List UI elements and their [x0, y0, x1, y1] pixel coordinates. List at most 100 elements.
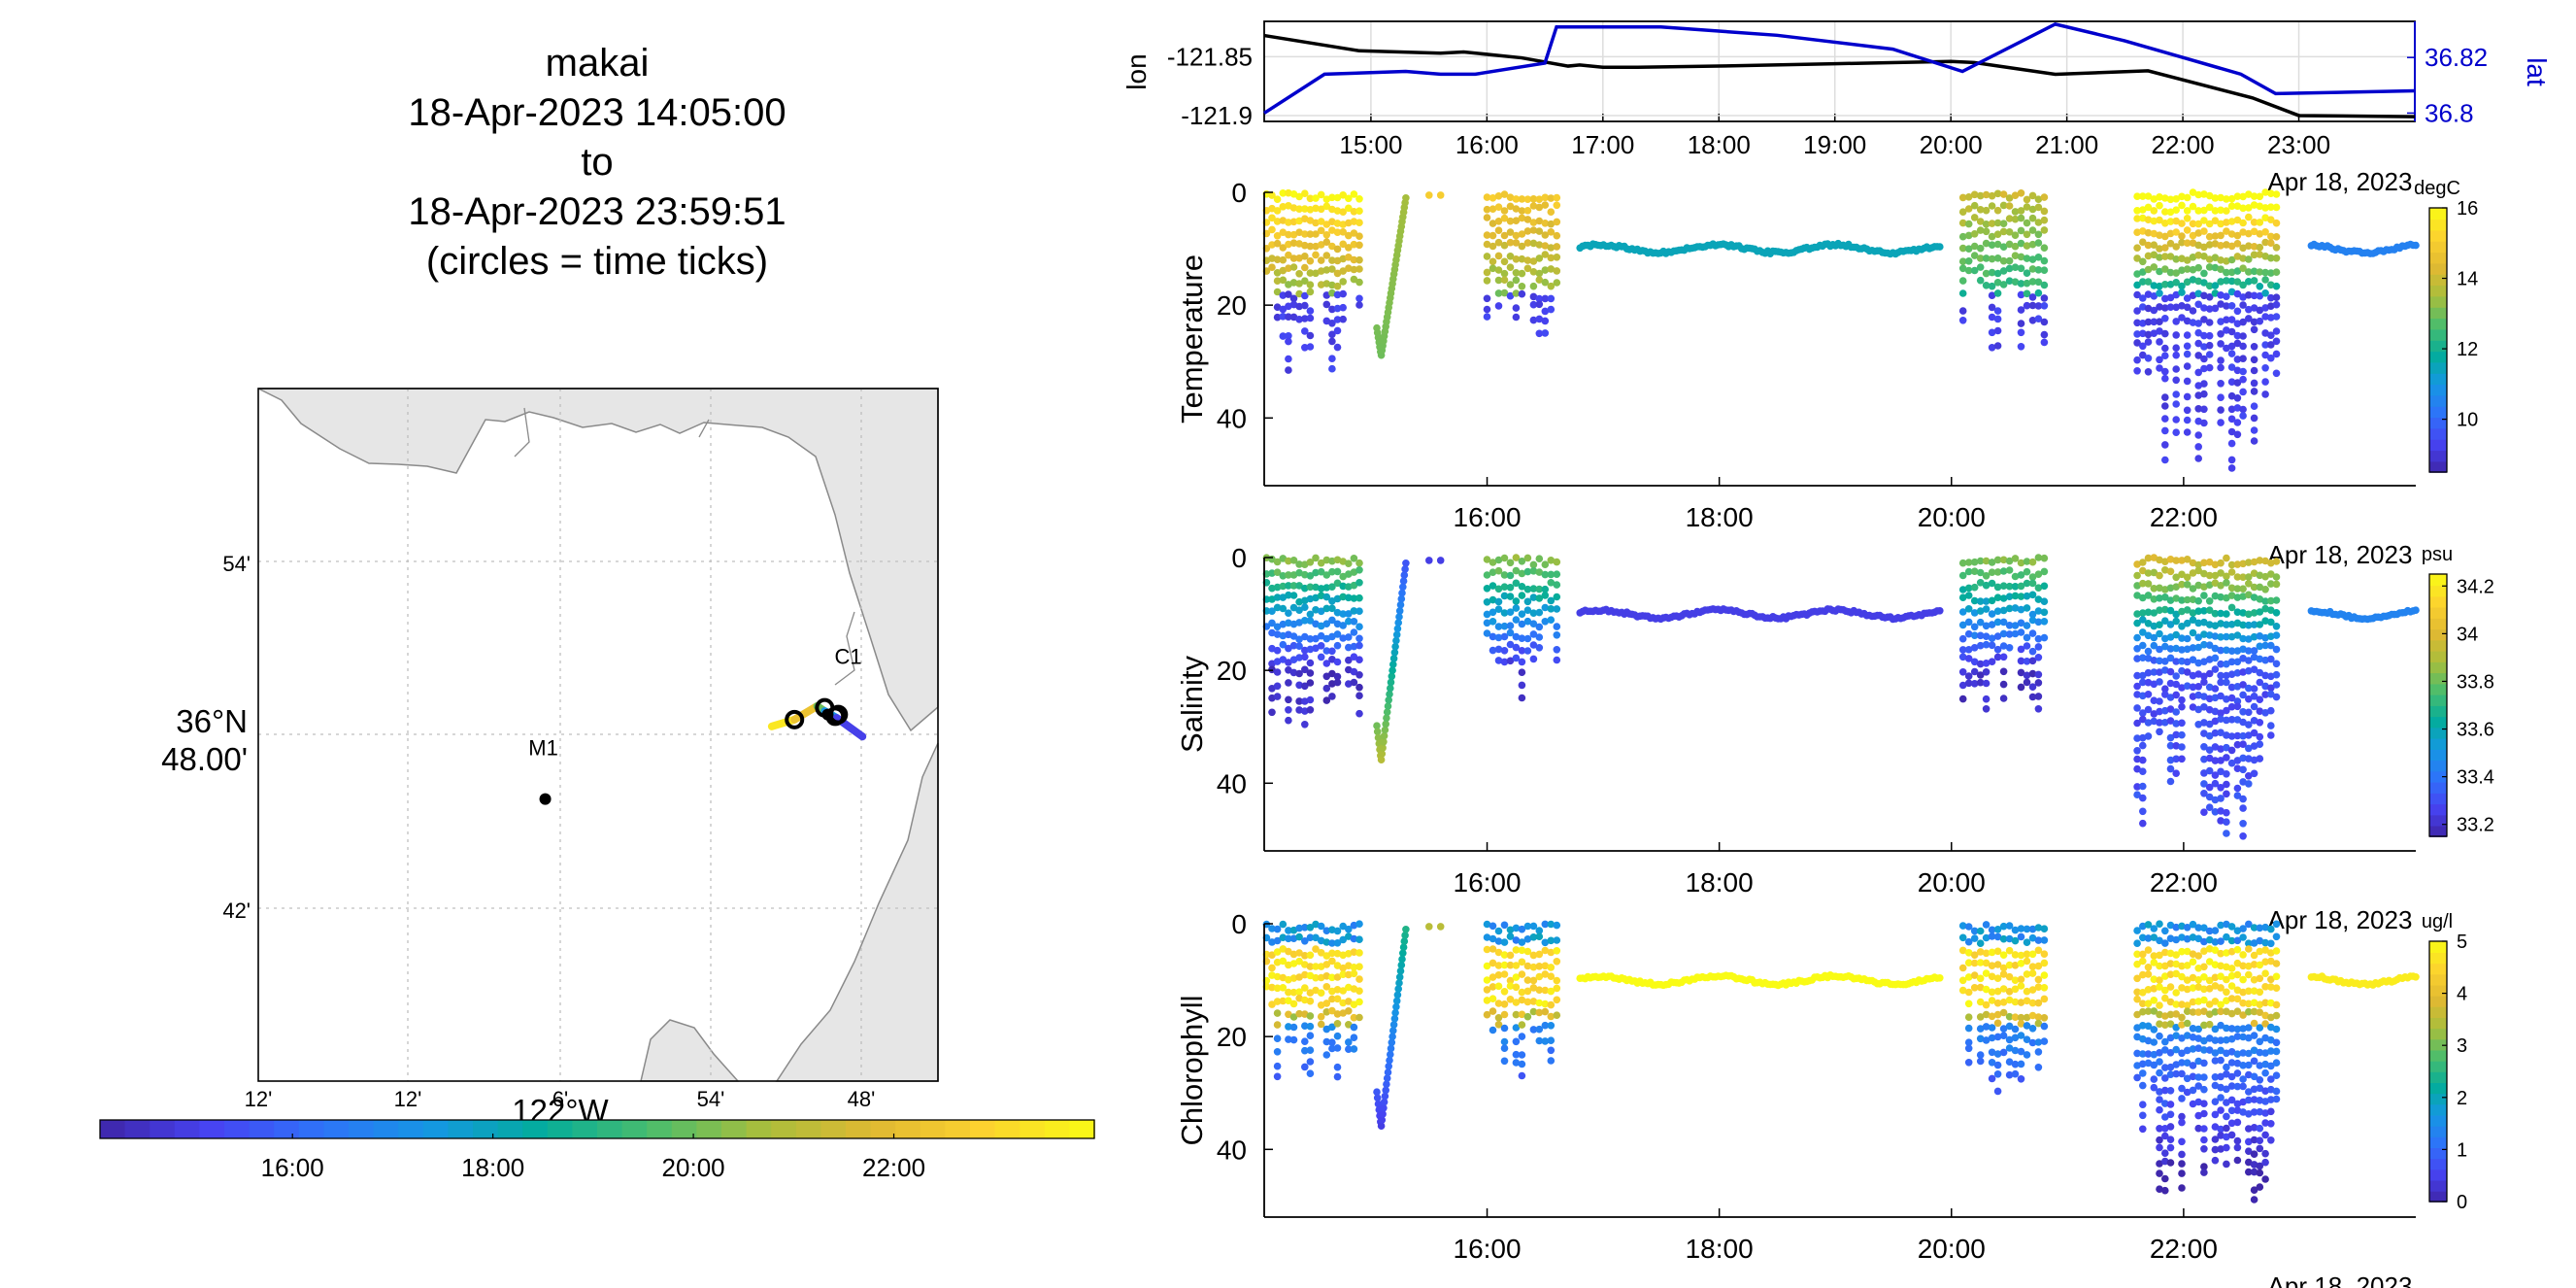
salinity-point [1350, 594, 1358, 602]
chlorophyll-point [1506, 961, 1515, 969]
salinity-point [1547, 557, 1556, 564]
chlorophyll-point [2183, 924, 2191, 932]
chlorophyll-point [2161, 948, 2169, 957]
chlorophyll-point [2217, 1083, 2225, 1092]
salinity-point [2034, 607, 2043, 615]
temperature-point [2183, 215, 2191, 222]
temperature-point [1301, 241, 1309, 250]
chlorophyll-point [2217, 949, 2225, 958]
salinity-point [1273, 646, 1282, 655]
temperature-point [1339, 315, 1347, 323]
chlorophyll-point [1355, 963, 1363, 970]
salinity-point [2178, 755, 2186, 763]
temperature-point [1489, 257, 1497, 266]
chlorophyll-point [2217, 1132, 2225, 1139]
chlorophyll-point [1328, 973, 1336, 982]
temperature-point [2172, 344, 2180, 353]
chlorophyll-point [2211, 1156, 2220, 1165]
chlorophyll-point [1268, 964, 1276, 972]
salinity-point [2017, 605, 2025, 614]
chlorophyll-point [2223, 997, 2230, 1004]
salinity-point [2172, 630, 2180, 639]
salinity-point [2040, 582, 2049, 591]
chlorophyll-point [1547, 1046, 1556, 1055]
temperature-point [2205, 331, 2214, 340]
chlorophyll-point [2261, 999, 2269, 1007]
temperature-point [2133, 207, 2141, 215]
chlorophyll-point [2040, 1037, 2049, 1045]
chlorophyll-point [1345, 1007, 1353, 1015]
map-lon-label-3: 48' [848, 1087, 876, 1111]
salinity-point [2005, 557, 2014, 565]
temperature-point [1993, 219, 2002, 227]
salinity-point [1494, 645, 1503, 654]
chlorophyll-point [2150, 1007, 2158, 1015]
chlorophyll-point [1494, 1021, 1503, 1029]
temperature-point [1339, 303, 1347, 312]
temperature-colorbar-step [2429, 285, 2447, 297]
salinity-point [2227, 647, 2236, 655]
salinity-point [2189, 628, 2197, 637]
salinity-point [1529, 593, 1538, 601]
temperature-point [1268, 263, 1276, 272]
salinity-point [2034, 693, 2043, 700]
chlorophyll-point [2267, 925, 2275, 933]
salinity-point [1384, 702, 1392, 710]
temperature-point [1964, 205, 1973, 213]
chlorophyll-point [1553, 976, 1561, 985]
chlorophyll-point [2178, 962, 2186, 970]
salinity-point [2139, 756, 2147, 764]
temperature-point [1328, 265, 1336, 273]
chlorophyll-point [2161, 1037, 2169, 1046]
temperature-point [1999, 227, 2008, 236]
salinity-point [2040, 554, 2049, 562]
chlorophyll-point [1395, 979, 1403, 987]
temperature-point [2011, 231, 2020, 239]
temperature-xtick-label-3: 22:00 [2150, 502, 2218, 532]
salinity-point [2233, 716, 2242, 724]
chlorophyll-point [2245, 920, 2253, 929]
salinity-point [2250, 717, 2258, 725]
chlorophyll-point [1306, 963, 1315, 970]
chlorophyll-point [1436, 923, 1445, 931]
chlorophyll-point [1982, 985, 1991, 994]
chlorophyll-point [1518, 925, 1526, 933]
salinity-point [2172, 658, 2180, 665]
temperature-point [1295, 316, 1303, 323]
salinity-point [2211, 743, 2220, 751]
salinity-point [1494, 657, 1503, 664]
map-colorbar-step [497, 1120, 523, 1138]
temperature-point [1339, 267, 1347, 275]
temperature-point [2227, 456, 2236, 464]
chlorophyll-point [1970, 927, 1979, 935]
salinity-point [1535, 623, 1544, 631]
salinity-point [2133, 791, 2141, 798]
temperature-point [2261, 228, 2269, 236]
map-track-segment [790, 701, 821, 724]
salinity-point [1317, 653, 1325, 661]
chlorophyll-point [1982, 921, 1991, 929]
chlorophyll-point [2166, 949, 2175, 958]
chlorophyll-point [1529, 984, 1538, 992]
temperature-point [2261, 214, 2269, 221]
map-lon-label-0: 12' [394, 1087, 422, 1111]
chlorophyll-point [2194, 1025, 2202, 1034]
salinity-point [2133, 747, 2141, 755]
salinity-point [1295, 697, 1303, 705]
chlorophyll-point [1402, 926, 1410, 933]
chlorophyll-point [1993, 987, 2002, 996]
salinity-point [2250, 665, 2258, 673]
temperature-point [1306, 230, 1315, 238]
salinity-point [2178, 634, 2186, 642]
salinity-point [2256, 583, 2264, 592]
chlorophyll-point [1958, 976, 1967, 985]
salinity-point [2272, 693, 2281, 701]
temperature-point [1976, 263, 1985, 271]
temperature-point [2239, 405, 2247, 414]
salinity-point [2133, 764, 2141, 773]
temperature-point [2200, 253, 2208, 260]
temperature-units-label: degC [2414, 178, 2460, 199]
temperature-point [2150, 207, 2158, 215]
chlorophyll-point [2211, 1110, 2220, 1119]
temperature-point [1333, 290, 1342, 299]
